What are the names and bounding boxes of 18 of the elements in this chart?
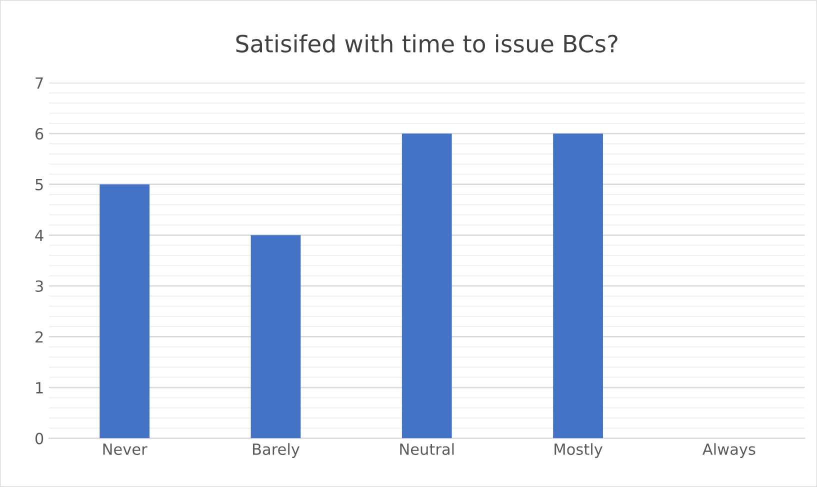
y-tick-label: 7 (36, 77, 43, 89)
bar (250, 235, 301, 438)
x-tick-label: Mostly (554, 443, 602, 458)
bar (402, 134, 452, 438)
y-tick-label: 2 (36, 331, 43, 343)
y-tick-label: 6 (36, 128, 44, 140)
chart-title: Satisifed with time to issue BCs? (236, 34, 618, 53)
y-tick-label: 4 (35, 230, 44, 241)
x-tick-label: Never (103, 444, 148, 455)
x-tick-label: Always (702, 443, 756, 458)
bar (100, 184, 150, 438)
bar (553, 134, 603, 438)
y-tick-label: 0 (35, 432, 44, 444)
y-tick-label: 5 (36, 179, 43, 190)
x-tick-label: Neutral (400, 443, 454, 455)
y-tick-label: 1 (36, 382, 43, 394)
x-tick-label: Barely (253, 443, 300, 458)
y-tick-label: 3 (36, 280, 43, 292)
